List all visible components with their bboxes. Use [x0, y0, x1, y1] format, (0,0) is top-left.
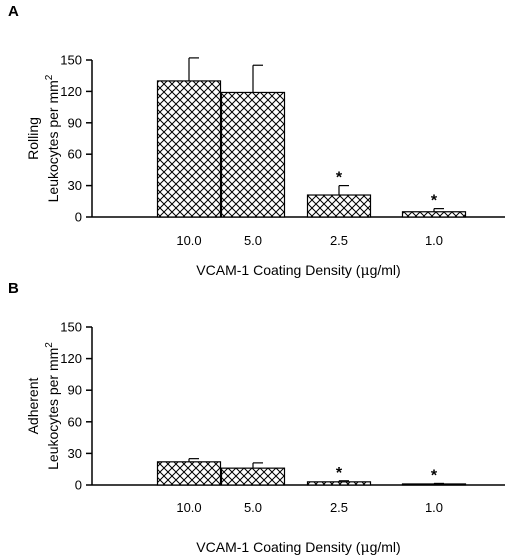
- bar: [306, 481, 372, 486]
- y-tick-label: 60: [68, 414, 82, 429]
- panel-b: B 0 30 60 90 120 150 10.0 5.0 * 2.5 * 1.0 Adherent Leu…: [8, 280, 505, 556]
- x-tick-label: 10.0: [176, 500, 201, 515]
- y-tick-label: 0: [75, 478, 82, 493]
- x-axis-title-mu: μ: [360, 263, 369, 279]
- y-tick-label: 30: [68, 178, 82, 193]
- x-tick-label: 5.0: [244, 233, 262, 248]
- x-tick-label: 1.0: [425, 233, 443, 248]
- y-axis-title-superscript: 2: [44, 342, 55, 348]
- significance-marker: *: [431, 193, 438, 210]
- y-axis-title-text: Leukocytes per mm: [45, 80, 61, 202]
- y-axis-title-superscript: 2: [44, 74, 55, 80]
- significance-marker: *: [336, 465, 343, 482]
- x-axis-title: VCAM-1 Coating Density (μg/ml): [196, 539, 400, 556]
- x-axis-title-pre: VCAM-1 Coating Density (: [196, 262, 361, 278]
- bar: [401, 211, 467, 218]
- y-tick-label: 60: [68, 147, 82, 162]
- bar: [220, 467, 286, 486]
- x-axis-title-post: g/ml): [370, 262, 401, 278]
- bar: [306, 194, 372, 218]
- panel-label: B: [8, 280, 19, 297]
- significance-marker: *: [431, 467, 438, 484]
- y-tick-label: 150: [60, 53, 82, 68]
- x-axis-title: VCAM-1 Coating Density (μg/ml): [196, 262, 400, 279]
- x-axis-title-post: g/ml): [370, 539, 401, 555]
- x-tick-label: 1.0: [425, 500, 443, 515]
- x-tick-label: 10.0: [176, 233, 201, 248]
- y-tick-label: 90: [68, 115, 82, 130]
- y-axis-title-line2: Leukocytes per mm2: [44, 342, 61, 470]
- y-tick-label: 120: [60, 84, 82, 99]
- x-axis-title-mu: μ: [360, 540, 369, 556]
- significance-marker: *: [336, 170, 343, 187]
- y-tick-label: 120: [60, 351, 82, 366]
- x-tick-label: 2.5: [330, 233, 348, 248]
- y-tick-label: 90: [68, 383, 82, 398]
- x-axis-title-pre: VCAM-1 Coating Density (: [196, 539, 361, 555]
- x-tick-label: 2.5: [330, 500, 348, 515]
- x-tick-label: 5.0: [244, 500, 262, 515]
- y-axis-title-text: Leukocytes per mm: [45, 348, 61, 470]
- y-axis-title-line1: Adherent: [25, 377, 41, 434]
- y-tick-label: 0: [75, 210, 82, 225]
- bar: [220, 91, 286, 218]
- panel-label: A: [8, 3, 19, 20]
- panel-a: A 0 30 60 90 120 150 10.0 5.0 * 2.5 * 1.0 Rolling Leuk…: [8, 3, 505, 279]
- y-tick-label: 30: [68, 446, 82, 461]
- bar: [156, 461, 222, 486]
- bar: [156, 80, 222, 218]
- y-axis-title-line2: Leukocytes per mm2: [44, 74, 61, 202]
- y-axis-title-line1: Rolling: [25, 117, 41, 160]
- y-tick-label: 150: [60, 320, 82, 335]
